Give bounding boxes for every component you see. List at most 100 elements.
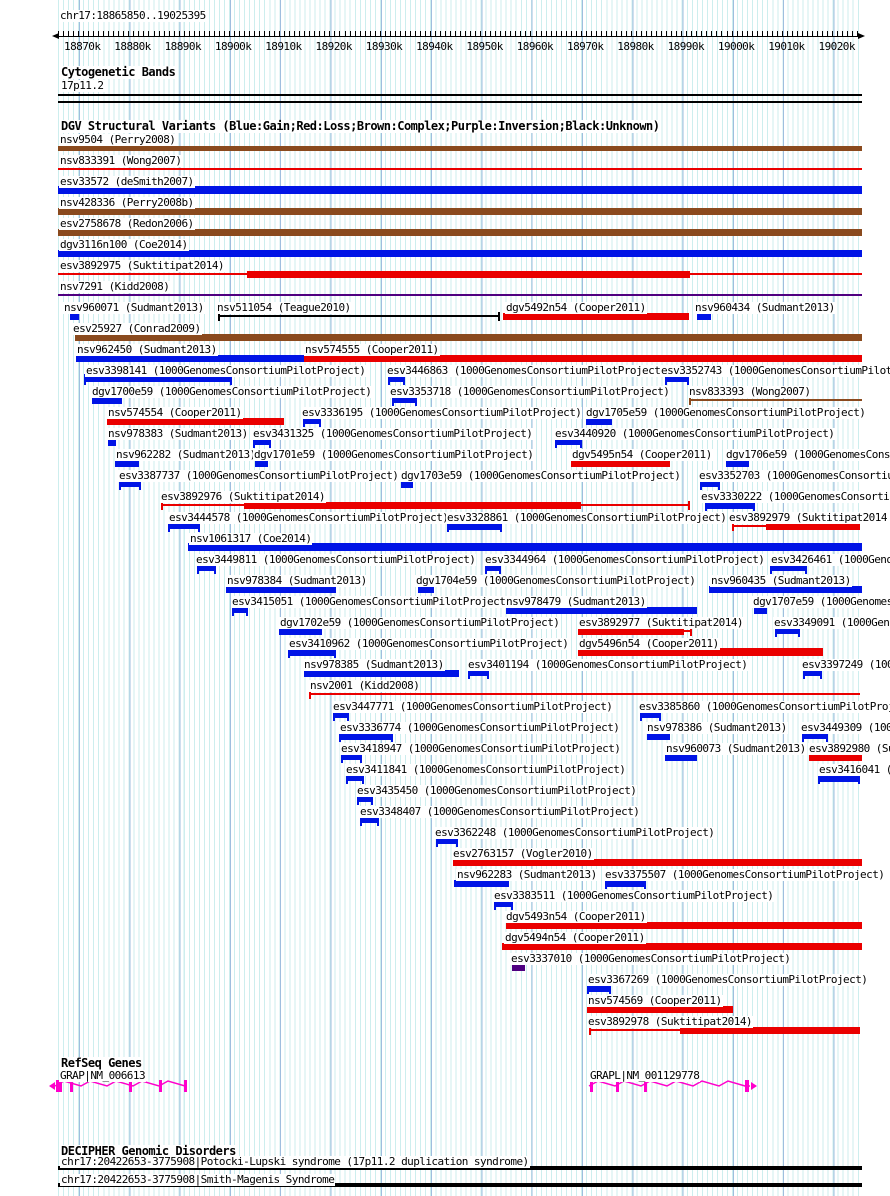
ruler-tick [857,31,859,36]
variant-label[interactable]: nsv960071 (Sudmant2013) [63,301,205,314]
variant-label[interactable]: esv3330222 (1000GenomesConsortiu [700,491,890,503]
variant-label[interactable]: nsv978384 (Sudmant2013) [226,574,368,587]
variant-label[interactable]: dgv5494n54 (Cooper2011) [504,931,646,944]
variant-label[interactable]: esv3337010 (1000GenomesConsortiumPilotPr… [510,952,792,965]
variant-label[interactable]: nsv574555 (Cooper2011) [304,343,440,356]
variant-label[interactable]: esv3367269 (1000GenomesConsortiumPilotPr… [587,973,869,986]
variant-label[interactable]: esv3892978 (Suktitipat2014) [587,1015,753,1028]
variant-label[interactable]: esv3449811 (1000GenomesConsortiumPilotPr… [195,553,477,566]
variant-label[interactable]: esv3415051 (1000GenomesConsortiumPilotPr… [231,595,513,608]
variant-label[interactable]: esv3387737 (1000GenomesConsortiumPilotPr… [118,469,400,482]
variant-label[interactable]: dgv3116n100 (Coe2014) [59,238,189,251]
variant-glyph-segment [485,565,501,571]
variant-label[interactable]: nsv428336 (Perry2008b) [59,196,195,209]
variant-label[interactable]: nsv978383 (Sudmant2013) [107,427,249,440]
variant-label[interactable]: esv2758678 (Redon2006) [59,217,195,230]
variant-label[interactable]: dgv5495n54 (Cooper2011) [571,448,713,461]
variant-label[interactable]: dgv1701e59 (1000GenomesConsortiumPilotPr… [253,448,535,461]
gene-label[interactable]: GRAPL|NM_001129778 [589,1069,701,1082]
variant-label[interactable]: nsv833393 (Wong2007) [688,385,812,398]
variant-label[interactable]: esv33572 (deSmith2007) [59,175,195,188]
variant-label[interactable]: esv3385860 (1000GenomesConsortiumPilotPr… [638,701,890,713]
variant-label[interactable]: nsv978386 (Sudmant2013) [646,721,788,734]
variant-label[interactable]: esv3352743 (1000GenomesConsortiumPilot [660,365,890,377]
variant-label[interactable]: esv3418947 (1000GenomesConsortiumPilotPr… [340,742,622,755]
variant-label[interactable]: dgv1707e59 (1000Genomes [752,596,890,608]
variant-label[interactable]: dgv5493n54 (Cooper2011) [505,910,647,923]
ruler-tick [58,31,59,36]
variant-label[interactable]: nsv574569 (Cooper2011) [587,994,723,1007]
variant-label[interactable]: esv3435450 (1000GenomesConsortiumPilotPr… [356,784,638,797]
variant-label[interactable]: dgv1703e59 (1000GenomesConsortiumPilotPr… [400,469,682,482]
variant-label[interactable]: esv3398141 (1000GenomesConsortiumPilotPr… [85,364,367,377]
variant-label[interactable]: esv3892979 (Suktitipat2014 [728,511,888,524]
variant-label[interactable]: esv3375507 (1000GenomesConsortiumPilotPr… [604,868,886,881]
variant-label[interactable]: esv3431325 (1000GenomesConsortiumPilotPr… [252,427,534,440]
variant-glyph-segment [309,689,311,699]
ruler-tick [490,31,492,36]
variant-glyph-segment [766,522,860,530]
variant-label[interactable]: nsv574554 (Cooper2011) [107,406,243,419]
decipher-region-bar[interactable] [58,1166,862,1170]
variant-label[interactable]: esv3336195 (1000GenomesConsortiumPilotPr… [301,406,583,419]
variant-label[interactable]: nsv962282 (Sudmant2013) [115,448,257,461]
variant-label[interactable]: dgv5492n54 (Cooper2011) [505,301,647,314]
decipher-region-bar[interactable] [58,1183,862,1187]
variant-label[interactable]: nsv960073 (Sudmant2013) [665,742,807,755]
variant-label[interactable]: nsv1061317 (Coe2014) [189,532,313,545]
variant-glyph-segment [753,499,755,511]
variant-label[interactable]: esv3440920 (1000GenomesConsortiumPilotPr… [554,427,836,440]
variant-label[interactable]: nsv978479 (Sudmant2013) [505,595,647,608]
variant-label[interactable]: dgv1700e59 (1000GenomesConsortiumPilotPr… [91,385,373,398]
variant-glyph-segment [818,774,860,782]
variant-label[interactable]: nsv833391 (Wong2007) [59,154,183,167]
variant-glyph-segment [502,942,862,950]
variant-label[interactable]: esv3353718 (1000GenomesConsortiumPilotPr… [389,385,671,398]
variant-label[interactable]: esv3344964 (1000GenomesConsortiumPilotPr… [484,553,766,566]
variant-label[interactable]: esv3397249 (100 [801,659,890,671]
variant-label[interactable]: esv3892977 (Suktitipat2014) [578,616,744,629]
ruler-tick [470,31,472,36]
variant-label[interactable]: esv3348407 (1000GenomesConsortiumPilotPr… [359,805,641,818]
variant-glyph-segment [371,793,373,805]
variant-label[interactable]: esv3349091 (1000Gen [773,616,890,629]
variant-label[interactable]: esv3892976 (Suktitipat2014) [160,490,326,503]
variant-label[interactable]: dgv5496n54 (Cooper2011) [578,637,720,650]
ruler-tick [68,31,70,36]
variant-label[interactable]: esv3449309 (100 [800,722,890,734]
variant-label[interactable]: esv3383511 (1000GenomesConsortiumPilotPr… [493,889,775,902]
variant-label[interactable]: nsv9504 (Perry2008) [59,133,177,146]
ruler-tick [249,31,250,36]
variant-label[interactable]: esv3352703 (1000GenomesConsortiu [698,470,890,482]
variant-label[interactable]: esv3447771 (1000GenomesConsortiumPilotPr… [332,700,614,713]
variant-label[interactable]: dgv1706e59 (1000GenomesConso [725,449,890,461]
variant-label[interactable]: nsv962450 (Sudmant2013) [76,343,218,356]
variant-label[interactable]: esv3410962 (1000GenomesConsortiumPilotPr… [288,637,570,650]
variant-label[interactable]: esv25927 (Conrad2009) [72,322,202,335]
variant-label[interactable]: esv3892975 (Suktitipat2014) [59,259,225,272]
variant-label[interactable]: nsv962283 (Sudmant2013) [456,868,598,881]
variant-label[interactable]: esv3336774 (1000GenomesConsortiumPilotPr… [339,721,621,734]
variant-label[interactable]: esv3446863 (1000GenomesConsortiumPilotPr… [386,364,668,377]
ruler-tick [535,31,537,36]
variant-label[interactable]: nsv2001 (Kidd2008) [309,679,421,692]
variant-label[interactable]: esv3444578 (1000GenomesConsortiumPilotPr… [168,511,450,524]
variant-label[interactable]: dgv1704e59 (1000GenomesConsortiumPilotPr… [415,574,697,587]
ruler-tick-label: 18920k [315,40,353,53]
variant-label[interactable]: esv2763157 (Vogler2010) [452,847,594,860]
variant-label[interactable]: nsv978385 (Sudmant2013) [303,658,445,671]
variant-label[interactable]: dgv1705e59 (1000GenomesConsortiumPilotPr… [585,406,867,419]
variant-label[interactable]: esv3328861 (1000GenomesConsortiumPilotPr… [446,511,728,524]
variant-label[interactable]: esv3401194 (1000GenomesConsortiumPilotPr… [467,658,749,671]
variant-label[interactable]: dgv1702e59 (1000GenomesConsortiumPilotPr… [279,616,561,629]
variant-label[interactable]: esv3362248 (1000GenomesConsortiumPilotPr… [434,826,716,839]
variant-label[interactable]: nsv960435 (Sudmant2013) [710,574,852,587]
variant-label[interactable]: nsv511054 (Teague2010) [216,301,352,314]
gene-label[interactable]: GRAP|NM_006613 [59,1069,147,1082]
variant-label[interactable]: esv3426461 (1000Geno [770,554,890,566]
variant-label[interactable]: esv3411841 (1000GenomesConsortiumPilotPr… [345,763,627,776]
variant-label[interactable]: nsv7291 (Kidd2008) [59,280,171,293]
variant-label[interactable]: esv3892980 (Su [808,743,890,755]
variant-label[interactable]: esv3416041 ( [818,764,890,776]
variant-label[interactable]: nsv960434 (Sudmant2013) [694,301,836,314]
